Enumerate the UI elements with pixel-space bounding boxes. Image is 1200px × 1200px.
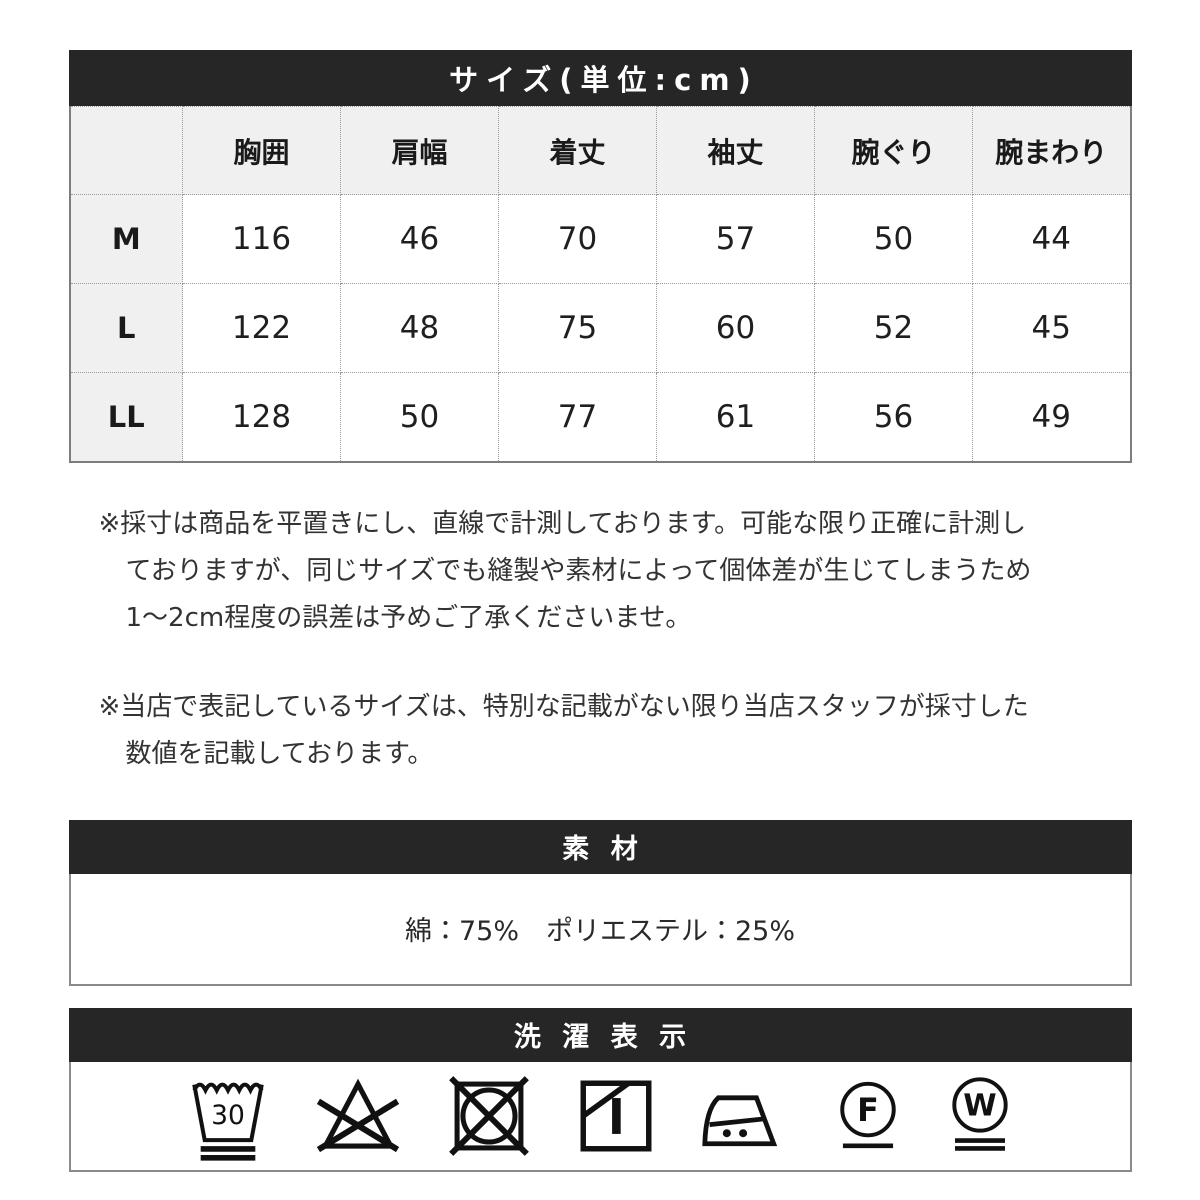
note-line: 1〜2cm程度の誤差は予めご了承くださいませ。: [125, 602, 692, 633]
size-value: 52: [814, 283, 973, 373]
material-composition-text: 綿：75% ポリエステル：25%: [404, 916, 796, 947]
line-dry-in-shade-icon: [580, 1080, 652, 1151]
size-section-title: サイズ(単位:cm): [449, 63, 759, 97]
size-value: 46: [340, 194, 499, 284]
column-header-sleeve: 袖丈: [656, 106, 815, 195]
size-label: LL: [69, 372, 183, 462]
wash-temperature-label: 30: [211, 1100, 245, 1131]
do-not-bleach-icon: [316, 1078, 400, 1152]
size-value: 70: [498, 194, 657, 284]
iron-medium-heat-icon: [702, 1094, 778, 1146]
size-table-header-row: 胸囲 肩幅 着丈 袖丈 腕ぐり 腕まわり: [69, 106, 1131, 195]
column-header-chest: 胸囲: [182, 106, 341, 195]
material-body: 綿：75% ポリエステル：25%: [68, 873, 1132, 986]
column-header-length: 着丈: [498, 106, 657, 195]
note-line: ※当店で表記しているサイズは、特別な記載がない限り当店スタッフが採寸した: [98, 691, 1029, 722]
table-row-l: L 122 48 75 60 52 45: [69, 283, 1131, 373]
corner-cell: [69, 106, 183, 195]
note-line: 数値を記載しております。: [125, 738, 434, 769]
care-section-title: 洗 濯 表 示: [513, 1022, 693, 1053]
size-value: 50: [340, 372, 499, 462]
column-header-armhole: 腕ぐり: [814, 106, 973, 195]
machine-wash-30-very-gentle-icon: 30: [192, 1082, 264, 1161]
column-header-arm-circumference: 腕まわり: [972, 106, 1131, 195]
size-value: 60: [656, 283, 815, 373]
size-value: 45: [972, 283, 1131, 373]
measurement-accuracy-note: ※採寸は商品を平置きにし、直線で計測しております。可能な限り正確に計測し ており…: [99, 501, 1132, 642]
dry-clean-letter: F: [857, 1093, 879, 1129]
size-value: 49: [972, 372, 1131, 462]
material-section-header: 素 材: [68, 819, 1132, 874]
size-section: サイズ(単位:cm) 胸囲 肩幅 着丈 袖丈 腕ぐり 腕まわり: [68, 50, 1132, 463]
size-section-header: サイズ(単位:cm): [68, 50, 1132, 106]
content-wrap: サイズ(単位:cm) 胸囲 肩幅 着丈 袖丈 腕ぐり 腕まわり: [68, 0, 1132, 1172]
note-line: ておりますが、同じサイズでも縫製や素材によって個体差が生じてしまうため: [125, 555, 1032, 586]
size-value: 48: [340, 283, 499, 373]
care-section-header: 洗 濯 表 示: [68, 1007, 1132, 1062]
table-row-ll: LL 128 50 77 61 56 49: [69, 372, 1131, 462]
size-value: 44: [972, 194, 1131, 284]
professional-wet-clean-w-very-gentle-icon: W: [952, 1077, 1008, 1151]
size-value: 122: [182, 283, 341, 373]
size-value: 128: [182, 372, 341, 462]
size-value: 57: [656, 194, 815, 284]
size-value: 77: [498, 372, 657, 462]
professional-dry-clean-f-gentle-icon: F: [840, 1081, 896, 1149]
size-table: 胸囲 肩幅 着丈 袖丈 腕ぐり 腕まわり M 116 46 70 57: [68, 106, 1132, 463]
care-section: 洗 濯 表 示 30: [68, 1007, 1132, 1172]
size-value: 50: [814, 194, 973, 284]
size-label: M: [69, 194, 183, 284]
size-value: 116: [182, 194, 341, 284]
column-header-shoulder: 肩幅: [340, 106, 499, 195]
size-value: 61: [656, 372, 815, 462]
size-value: 75: [498, 283, 657, 373]
notes-block: ※採寸は商品を平置きにし、直線で計測しております。可能な限り正確に計測し ており…: [69, 501, 1132, 778]
note-line: ※採寸は商品を平置きにし、直線で計測しております。可能な限り正確に計測し: [98, 508, 1027, 539]
wet-clean-letter: W: [963, 1089, 996, 1124]
size-label: L: [69, 283, 183, 373]
table-row-m: M 116 46 70 57 50 44: [69, 194, 1131, 284]
do-not-tumble-dry-icon: [449, 1075, 529, 1156]
staff-measurement-note: ※当店で表記しているサイズは、特別な記載がない限り当店スタッフが採寸した 数値を…: [99, 684, 1132, 778]
care-icons-row: 30: [68, 1061, 1132, 1172]
material-section-title: 素 材: [562, 834, 644, 865]
material-section: 素 材 綿：75% ポリエステル：25%: [68, 819, 1132, 986]
size-value: 56: [814, 372, 973, 462]
